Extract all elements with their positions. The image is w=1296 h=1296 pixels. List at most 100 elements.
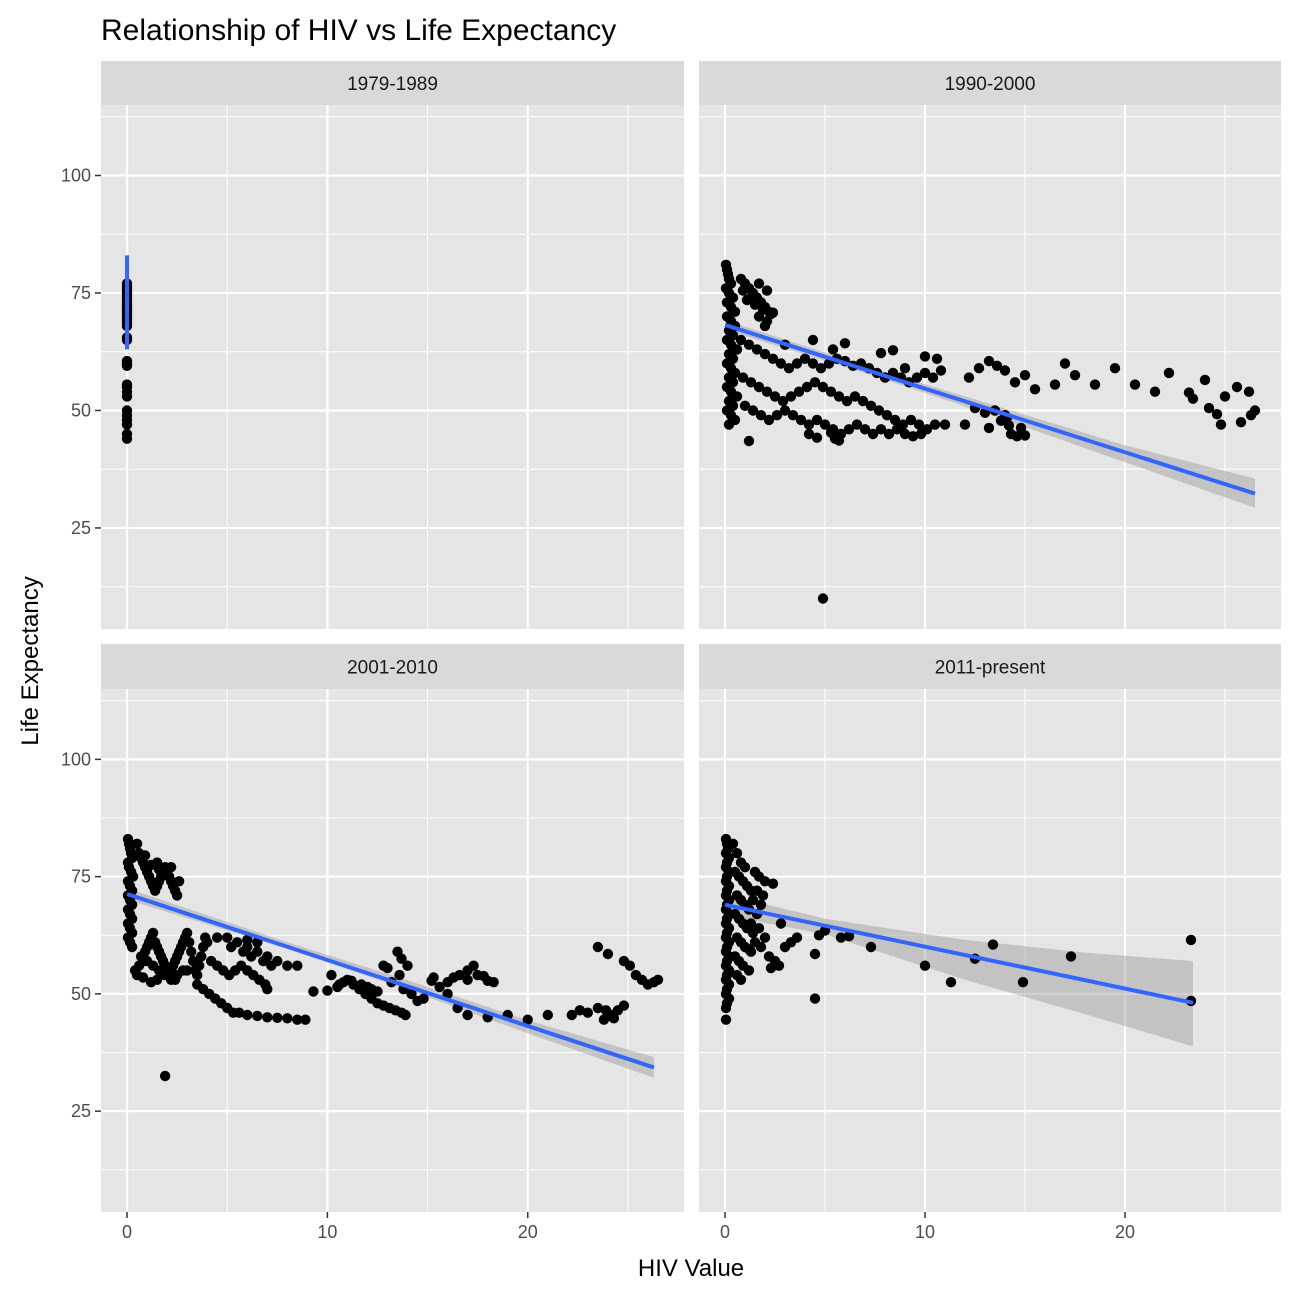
data-point: [402, 960, 413, 971]
data-point: [865, 400, 877, 411]
data-point: [873, 405, 885, 416]
data-point: [999, 365, 1011, 376]
data-point: [963, 372, 975, 383]
data-point: [165, 862, 177, 873]
panel-background: [699, 689, 1281, 1212]
data-point: [300, 1014, 311, 1025]
data-point: [983, 422, 995, 434]
data-point: [238, 946, 249, 957]
data-point: [767, 353, 779, 364]
data-point: [1017, 977, 1029, 988]
data-point: [799, 353, 811, 364]
data-point: [819, 419, 831, 430]
trend-line: [126, 892, 655, 1070]
data-point: [159, 1070, 171, 1082]
data-point: [825, 386, 837, 397]
data-point: [899, 428, 911, 440]
data-point: [400, 1009, 411, 1021]
data-point: [723, 419, 735, 430]
panel-background: [101, 105, 684, 629]
data-point: [811, 414, 823, 426]
data-point: [935, 365, 947, 376]
data-point: [334, 979, 345, 990]
data-point: [542, 1009, 553, 1021]
data-point: [737, 285, 749, 296]
y-tick-label: 25: [71, 1101, 91, 1121]
data-point: [292, 1014, 303, 1025]
data-point: [1185, 934, 1197, 946]
facet-strip: [699, 61, 1281, 105]
data-point: [1211, 409, 1223, 420]
data-point: [308, 986, 319, 997]
data-point: [121, 360, 133, 371]
data-point: [973, 363, 985, 374]
data-point: [729, 306, 741, 317]
data-point: [272, 1012, 283, 1023]
data-point: [743, 944, 755, 955]
data-point: [720, 1014, 732, 1025]
data-point: [1163, 367, 1175, 379]
data-point: [582, 1007, 593, 1018]
facet-panels: 1979-19892550751001990-20002001-20102550…: [61, 61, 1281, 1242]
facet-strip-label: 1990-2000: [945, 74, 1036, 95]
data-point: [292, 960, 303, 971]
data-point: [608, 1013, 620, 1024]
data-point: [755, 941, 767, 953]
data-point: [121, 419, 133, 430]
data-point: [252, 1010, 263, 1022]
data-point: [743, 339, 755, 350]
data-point: [1009, 377, 1021, 388]
trend-line: [724, 323, 1256, 496]
data-point: [817, 381, 829, 393]
data-point: [843, 424, 855, 435]
points-group: [122, 833, 664, 1082]
facet-strip: [101, 61, 684, 105]
data-point: [755, 410, 767, 421]
data-point: [1065, 951, 1077, 962]
data-point: [652, 974, 664, 985]
data-point: [192, 969, 203, 981]
data-point: [1003, 420, 1015, 431]
data-point: [745, 292, 757, 303]
facet-panel-2011-present: 2011-present 0 10 20: [699, 644, 1281, 1242]
data-point: [362, 981, 373, 993]
data-point: [851, 419, 863, 430]
data-point: [807, 334, 819, 346]
data-point: [775, 918, 787, 929]
data-point: [1199, 374, 1211, 386]
data-point: [987, 939, 999, 950]
x-axis-title: HIV Value: [638, 1255, 744, 1282]
data-point: [262, 1012, 273, 1023]
data-point: [720, 1002, 732, 1014]
data-point: [151, 857, 163, 868]
data-point: [739, 400, 751, 411]
data-point: [428, 972, 439, 983]
data-point: [196, 951, 207, 962]
facet-panel-2001-2010: 2001-2010 25 50 75 100 0 10 20: [61, 644, 684, 1242]
data-point: [727, 838, 739, 849]
data-point: [809, 993, 821, 1004]
data-point: [843, 931, 855, 942]
data-point: [737, 372, 749, 383]
data-point: [739, 862, 751, 873]
data-point: [791, 358, 803, 369]
data-point: [454, 969, 465, 981]
data-point: [929, 419, 941, 430]
x-tick-label: 0: [720, 1222, 730, 1242]
data-point: [212, 932, 223, 943]
data-point: [1231, 381, 1243, 393]
data-point: [931, 353, 943, 364]
data-point: [1249, 405, 1261, 416]
data-point: [835, 932, 847, 943]
data-point: [815, 363, 827, 374]
data-point: [1129, 379, 1141, 390]
data-point: [795, 414, 807, 426]
data-point: [959, 419, 971, 430]
data-point: [761, 285, 773, 296]
data-point: [121, 433, 133, 444]
data-point: [462, 974, 473, 985]
data-point: [783, 363, 795, 374]
data-point: [326, 969, 337, 981]
data-point: [991, 360, 1003, 371]
